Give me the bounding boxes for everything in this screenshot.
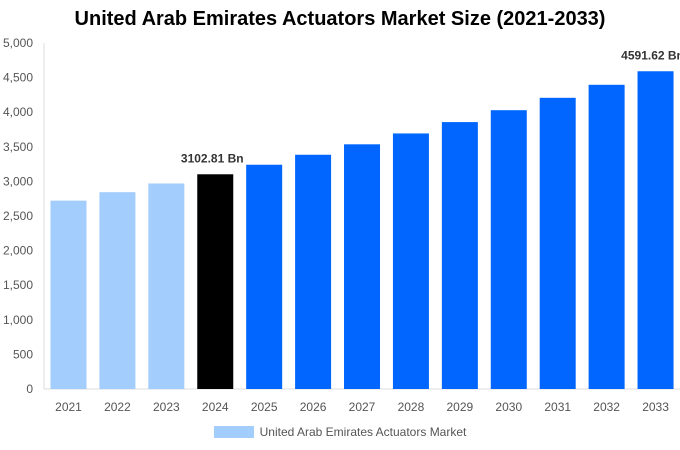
x-tick-label: 2023 [153,400,180,414]
bar-2022 [99,192,136,389]
x-tick-label: 2030 [495,400,522,414]
y-tick-label: 500 [13,347,33,361]
y-tick-label: 3,000 [3,174,33,188]
bar-2031 [539,97,576,389]
x-tick-label: 2027 [349,400,376,414]
x-tick-label: 2026 [300,400,327,414]
x-tick-label: 2029 [447,400,474,414]
y-tick-label: 2,000 [3,244,33,258]
legend-label: United Arab Emirates Actuators Market [259,425,467,439]
y-tick-label: 3,500 [3,140,33,154]
legend-swatch [213,426,254,438]
y-tick-label: 2,500 [3,209,33,223]
legend: United Arab Emirates Actuators Market [0,425,680,439]
x-tick-label: 2033 [642,400,669,414]
data-label: 3102.81 Bn [181,151,244,165]
x-tick-label: 2021 [55,400,82,414]
bar-2024 [197,174,234,389]
x-tick-label: 2031 [544,400,571,414]
y-tick-label: 4,500 [3,71,33,85]
x-tick-label: 2025 [251,400,278,414]
bar-2032 [588,84,625,389]
bar-2030 [490,110,527,389]
chart-title: United Arab Emirates Actuators Market Si… [74,8,606,30]
bar-2026 [295,154,332,389]
bar-2033 [637,71,674,390]
x-tick-label: 2022 [104,400,131,414]
bar-2025 [246,164,283,389]
bar-2027 [344,144,381,389]
y-tick-label: 4,000 [3,105,33,119]
x-tick-label: 2028 [398,400,425,414]
y-tick-label: 1,500 [3,278,33,292]
bar-2028 [392,133,429,389]
y-tick-label: 5,000 [3,36,33,50]
bar-2023 [148,183,185,389]
bar-2029 [441,122,478,390]
x-tick-label: 2024 [202,400,229,414]
data-label: 4591.62 Bn [621,48,680,62]
y-tick-label: 0 [26,382,33,396]
y-tick-label: 1,000 [3,313,33,327]
x-tick-label: 2032 [593,400,620,414]
bar-2021 [50,200,87,389]
